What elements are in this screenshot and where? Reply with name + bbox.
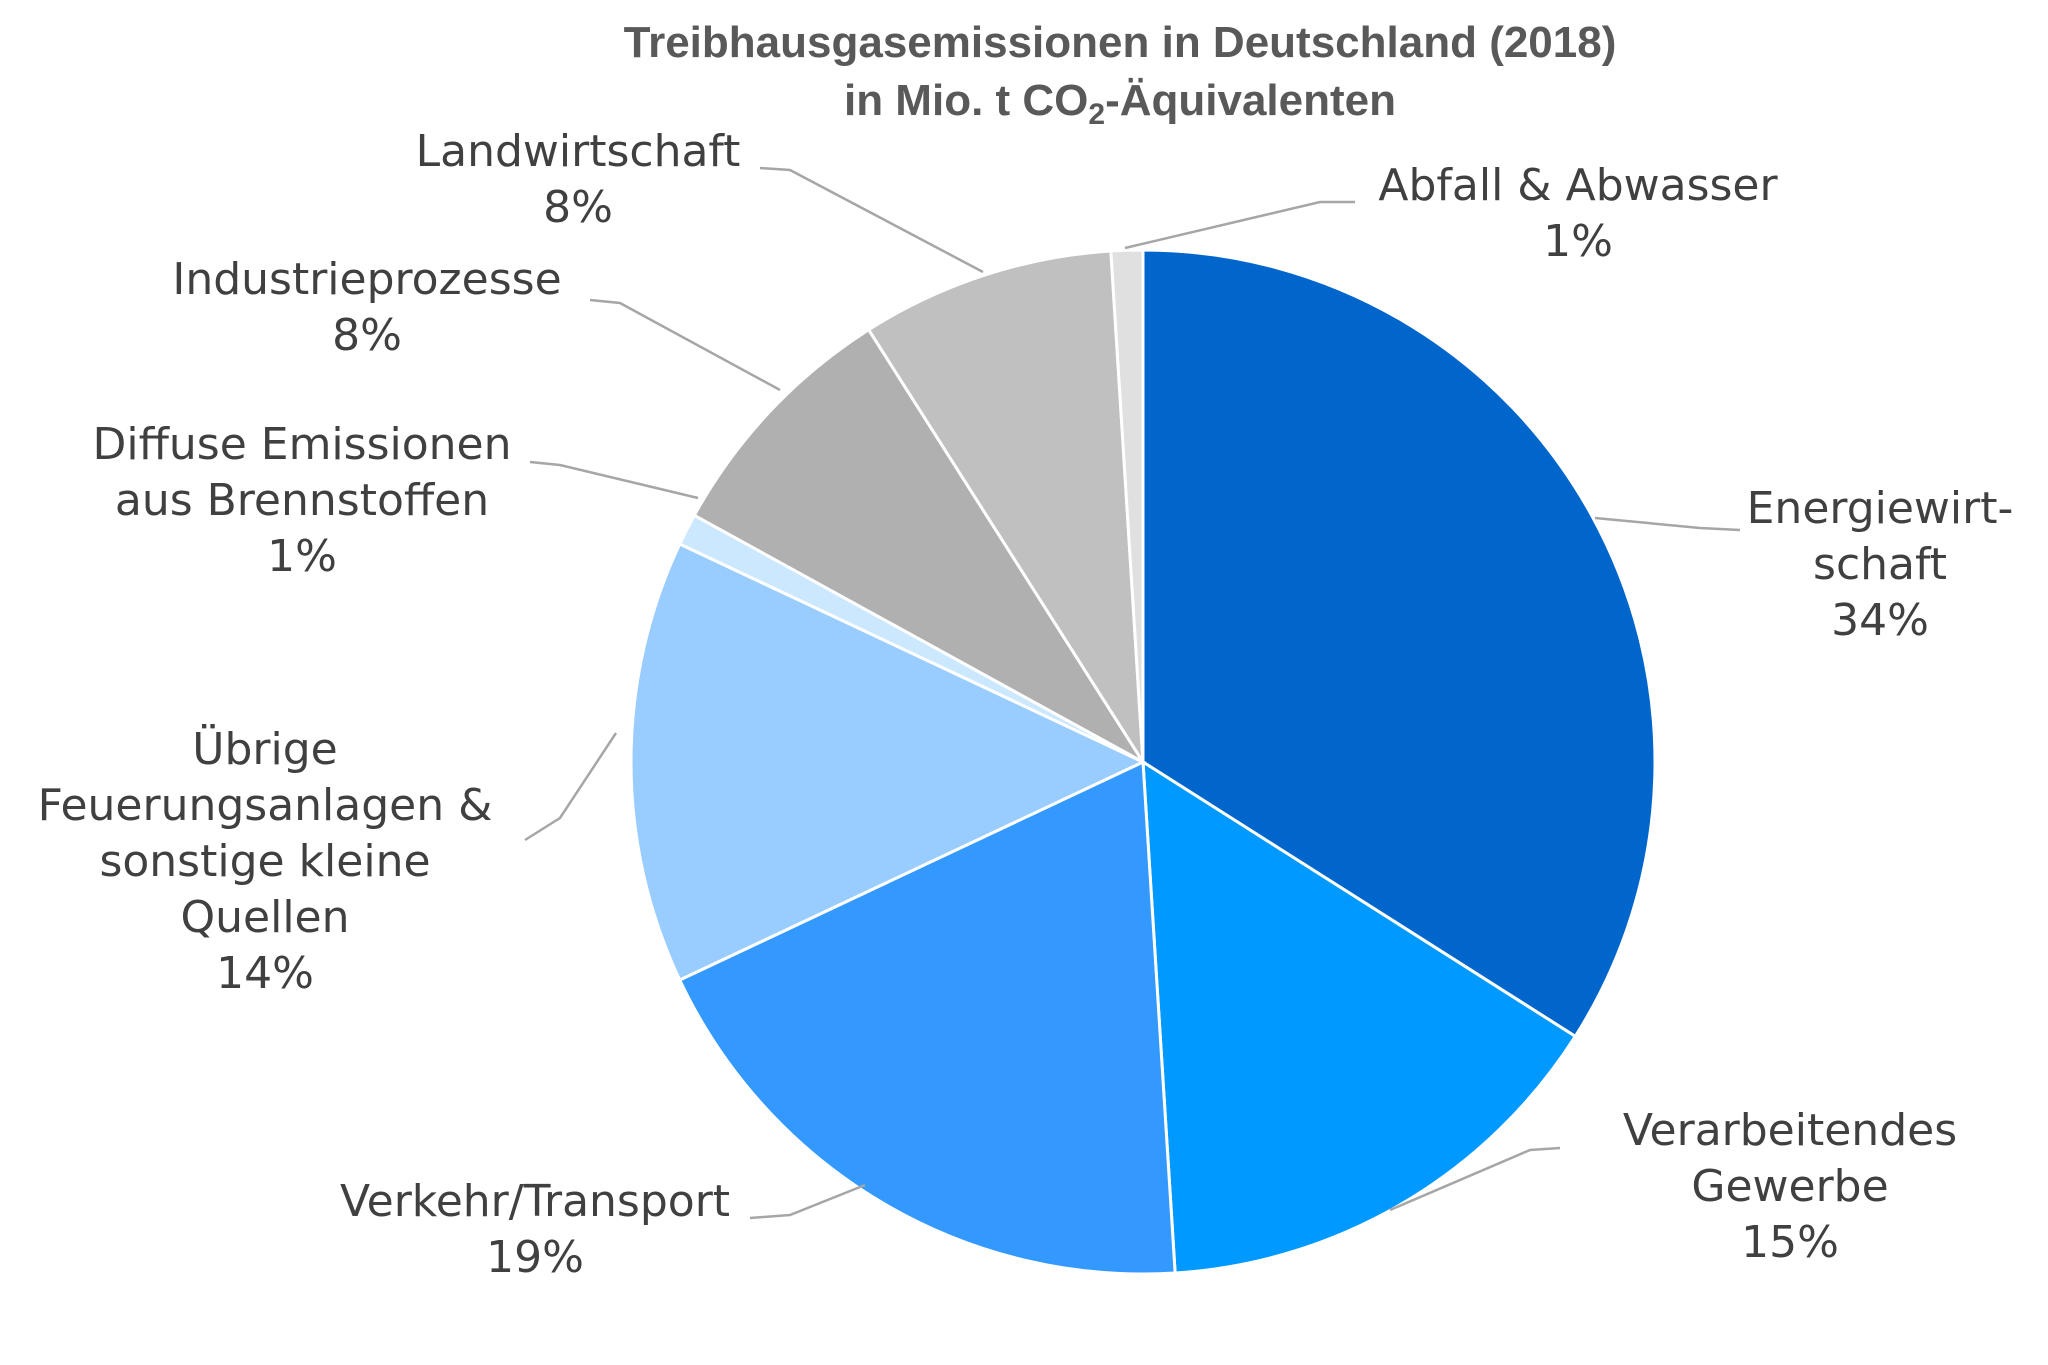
slice-category-label: schaft [1813, 539, 1947, 590]
slice-category-label: Verkehr/Transport [340, 1176, 730, 1227]
leader-lines [524, 166, 1741, 1220]
slice-percent-label: 8% [543, 182, 613, 233]
slice-category-label: Quellen [181, 892, 350, 943]
slice-percent-label: 1% [267, 531, 337, 582]
chart-title-line-2-main: in Mio. t CO [844, 76, 1088, 125]
slice-category-label: Energiewirt- [1747, 483, 2014, 534]
pie-slice [692, 327, 1145, 764]
slice-percent-label: 19% [486, 1232, 584, 1283]
slice-percent-label: 15% [1741, 1217, 1839, 1268]
chart-title-subscript: 2 [1088, 98, 1105, 131]
leader-line [529, 460, 699, 500]
leader-line [1124, 200, 1355, 250]
pie-slice [1141, 248, 1657, 1039]
slice-category-label: Übrige [192, 723, 337, 775]
slice-category-label: sonstige kleine [99, 836, 430, 887]
chart-title-line-1: Treibhausgasemissionen in Deutschland (2… [624, 18, 1617, 67]
slice-category-label: Gewerbe [1691, 1161, 1888, 1212]
slice-category-label: Feuerungsanlagen & [38, 780, 493, 831]
pie-slice [1109, 248, 1145, 763]
slice-category-label: Verarbeitendes [1623, 1105, 1957, 1156]
slice-category-label: aus Brennstoffen [115, 475, 489, 526]
chart-title-line-2: in Mio. t CO2-Äquivalenten [844, 76, 1396, 131]
slice-category-label: Diffuse Emissionen [92, 419, 511, 470]
pie-slice [1141, 759, 1578, 1275]
leader-line [589, 298, 781, 392]
pie-slice [866, 249, 1145, 763]
leader-line [524, 732, 618, 842]
leader-line [749, 1183, 866, 1220]
slice-category-label: Industrieprozesse [172, 254, 561, 305]
chart-title-line-2-end: -Äquivalenten [1105, 76, 1396, 125]
leader-line [1389, 1146, 1561, 1212]
slice-percent-label: 8% [332, 310, 402, 361]
pie-slice [677, 759, 1177, 1276]
slice-category-label: Landwirtschaft [416, 126, 741, 177]
slice-category-label: Abfall & Abwasser [1378, 160, 1778, 211]
leader-line [1594, 516, 1741, 532]
pie-slices [629, 248, 1657, 1276]
slice-percent-label: 1% [1543, 216, 1613, 267]
pie-slice [629, 542, 1147, 982]
slice-percent-label: 14% [216, 948, 314, 999]
slice-percent-label: 34% [1831, 595, 1929, 646]
leader-line [759, 166, 984, 274]
